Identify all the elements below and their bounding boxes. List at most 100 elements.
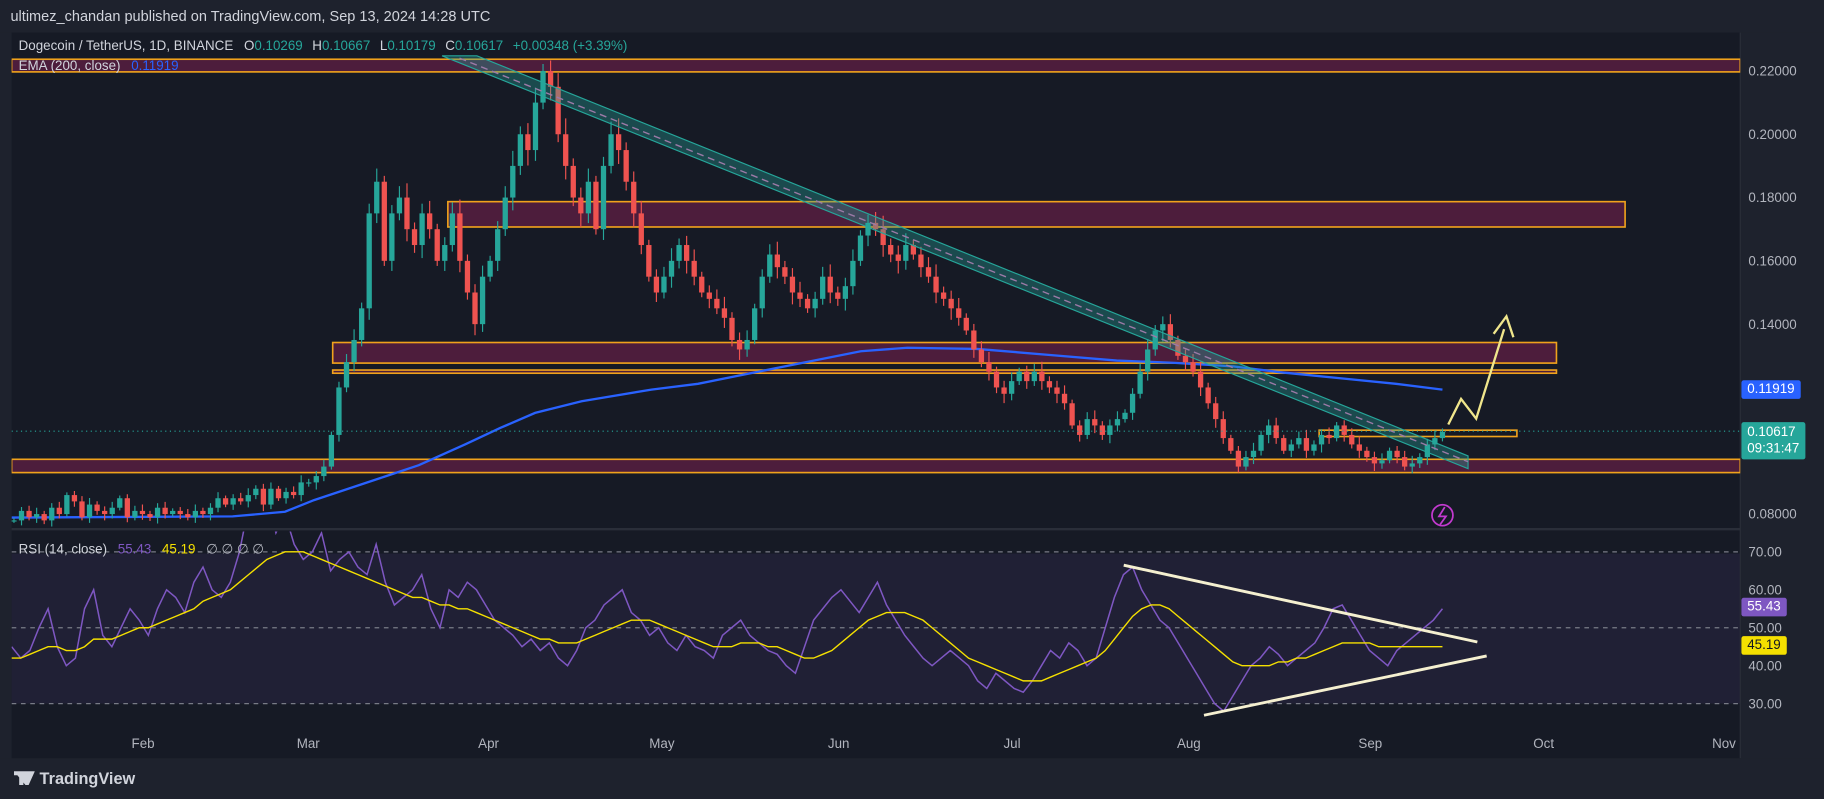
candle-body: [170, 510, 176, 515]
candle-body: [993, 371, 1000, 388]
time-tick-label: Apr: [478, 736, 499, 751]
candle-body: [797, 292, 803, 299]
open-label: O: [243, 39, 255, 54]
candle-body: [11, 520, 17, 522]
candle-body: [139, 510, 146, 515]
time-tick-label: Aug: [1177, 736, 1201, 751]
candle-body: [442, 245, 448, 261]
candle-body: [615, 134, 622, 151]
price-tick-label: 0.18000: [1748, 190, 1796, 205]
ema-legend[interactable]: EMA (200, close) 0.11919: [19, 59, 179, 73]
low-value: 0.10179: [387, 39, 436, 54]
symbol-legend: Dogecoin / TetherUS, 1D, BINANCE O0.1026…: [19, 40, 628, 54]
candle-body: [154, 507, 161, 518]
open-value: 0.10269: [254, 39, 303, 54]
candle-body: [79, 501, 85, 518]
candle-body: [820, 276, 826, 299]
candle-body: [434, 229, 440, 261]
candle-body: [71, 495, 78, 502]
ema-label: EMA (200, close): [18, 59, 121, 74]
countdown: 09:31:47: [1747, 441, 1800, 456]
candle-body: [1220, 419, 1226, 439]
candle-body: [1182, 355, 1189, 363]
candle-body: [1061, 393, 1068, 404]
price-tick-label: 0.14000: [1748, 317, 1796, 332]
candle-body: [260, 488, 267, 505]
candle-body: [1167, 324, 1174, 340]
candle-body: [238, 498, 244, 502]
projection-arrow: [1447, 328, 1506, 426]
candle-body: [880, 229, 886, 246]
time-tick-label: Jun: [828, 736, 850, 751]
candle-body: [910, 245, 917, 255]
candle-body: [563, 134, 569, 166]
change-value: +0.00348 (+3.39%): [512, 39, 628, 54]
candle-body: [472, 292, 478, 325]
candle-body: [827, 276, 833, 293]
candle-body: [1424, 444, 1430, 458]
candle-body: [26, 510, 32, 518]
candle-body: [971, 330, 977, 350]
candle-body: [283, 491, 289, 499]
ema-value: 0.11919: [131, 59, 179, 74]
candle-body: [956, 308, 962, 318]
candle-body: [1160, 324, 1166, 331]
candle-body: [177, 510, 183, 515]
candle-body: [631, 181, 637, 214]
candle-body: [1281, 438, 1287, 451]
descending-channel: [441, 55, 1469, 470]
candle-body: [653, 276, 660, 293]
candle-body: [1205, 387, 1211, 404]
candle-body: [343, 362, 350, 388]
candle-body: [396, 197, 403, 214]
candle-body: [729, 317, 735, 340]
candle-body: [1099, 425, 1105, 435]
time-tick-label: Nov: [1712, 736, 1736, 751]
rsi-lower-trendline: [1203, 654, 1487, 717]
candle-body: [789, 276, 796, 293]
time-tick-label: May: [649, 736, 675, 751]
candle-body: [1092, 419, 1098, 426]
candle-body: [64, 495, 70, 515]
candle-body: [940, 292, 947, 299]
candle-body: [464, 260, 471, 293]
candle-body: [1386, 450, 1393, 461]
candle-body: [479, 276, 486, 325]
candle-body: [366, 213, 372, 309]
candle-body: [593, 181, 599, 230]
candle-body: [1114, 419, 1121, 426]
last-price-box: 0.10617 09:31:47: [1741, 422, 1806, 460]
candle-body: [661, 276, 667, 293]
candle-body: [1341, 425, 1347, 435]
rsi-band: [11, 553, 1741, 704]
candle-body: [850, 260, 856, 287]
candle-body: [1235, 450, 1242, 467]
candle-body: [1152, 330, 1158, 350]
candle-body: [1417, 457, 1423, 464]
candle-body: [419, 213, 425, 246]
candle-body: [676, 245, 682, 261]
candle-body: [381, 181, 387, 261]
resistance-zone: [331, 341, 1558, 364]
rsi-tick-label: 30.00: [1748, 696, 1781, 711]
candle-body: [721, 308, 728, 318]
candle-body: [290, 491, 297, 496]
candle-body: [525, 134, 531, 151]
rsi-ma-line: [11, 551, 1443, 682]
time-tick-label: Jul: [1004, 736, 1021, 751]
rsi-legend[interactable]: RSI (14, close) 55.43 45.19 ∅ ∅ ∅ ∅: [19, 541, 264, 557]
candle-body: [124, 498, 130, 518]
candle-body: [978, 349, 985, 363]
candle-body: [200, 510, 206, 515]
candle-body: [1402, 457, 1408, 467]
resistance-zone: [447, 200, 1626, 228]
rsi-ma-box: 45.19: [1741, 636, 1787, 655]
tradingview-logo[interactable]: TradingView: [13, 769, 135, 787]
candle-body: [1129, 393, 1136, 413]
lightning-bolt-icon: [1437, 506, 1448, 526]
candle-body: [1288, 444, 1294, 451]
candle-body: [578, 197, 584, 214]
price-chart[interactable]: 0.22000 0.20000 0.18000 0.16000 0.14000 0.080…: [0, 0, 1824, 759]
candle-body: [872, 222, 879, 230]
candle-body: [102, 510, 108, 515]
